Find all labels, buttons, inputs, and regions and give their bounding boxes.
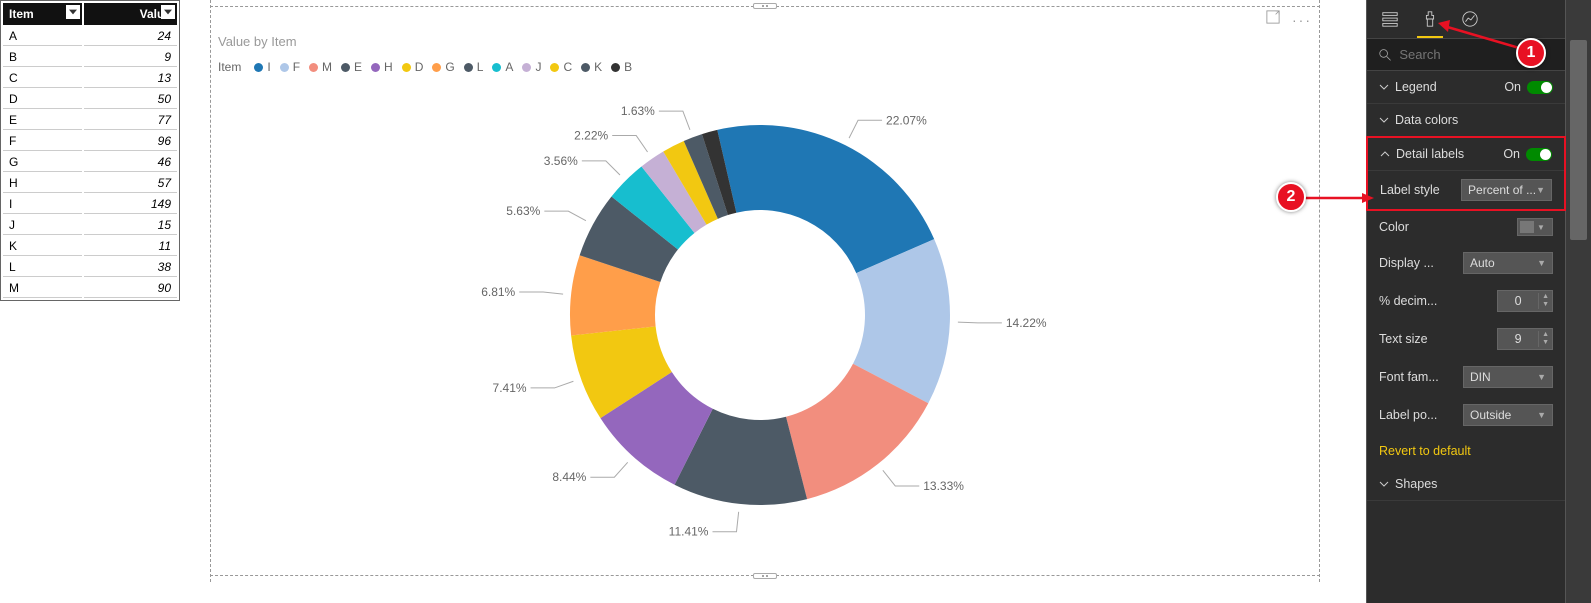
- detail-labels-header[interactable]: Detail labels On: [1368, 138, 1564, 171]
- chevron-up-icon: [1380, 149, 1390, 159]
- scrollbar[interactable]: [1566, 0, 1591, 603]
- decimal-label: % decim...: [1379, 294, 1437, 308]
- chevron-down-icon: [1379, 115, 1389, 125]
- donut-slice[interactable]: [717, 125, 934, 273]
- revert-to-default[interactable]: Revert to default: [1367, 434, 1565, 468]
- table-row[interactable]: L38: [3, 258, 177, 277]
- focus-mode-icon[interactable]: [1266, 10, 1280, 29]
- filter-icon[interactable]: [161, 5, 175, 19]
- chart-title: Value by Item: [218, 34, 297, 49]
- data-label: 7.41%: [493, 381, 527, 395]
- text-size-label: Text size: [1379, 332, 1428, 346]
- color-picker[interactable]: ▼: [1517, 218, 1553, 236]
- data-label: 3.56%: [544, 154, 578, 168]
- data-colors-label: Data colors: [1395, 113, 1458, 127]
- text-size-row: Text size 9 ▲▼: [1367, 320, 1565, 358]
- chevron-down-icon: [1379, 479, 1389, 489]
- table-row[interactable]: D50: [3, 90, 177, 109]
- section-shapes[interactable]: Shapes: [1367, 468, 1565, 501]
- label-style-dropdown[interactable]: Percent of ...▼: [1461, 179, 1552, 201]
- table-row[interactable]: F96: [3, 132, 177, 151]
- font-family-dropdown[interactable]: DIN▼: [1463, 366, 1553, 388]
- legend-item[interactable]: M: [309, 60, 332, 74]
- legend-item[interactable]: J: [522, 60, 541, 74]
- section-data-colors[interactable]: Data colors: [1367, 104, 1565, 137]
- color-label: Color: [1379, 220, 1409, 234]
- legend-item[interactable]: F: [280, 60, 300, 74]
- legend-item[interactable]: A: [492, 60, 513, 74]
- chevron-down-icon: [1379, 82, 1389, 92]
- table-row[interactable]: B9: [3, 48, 177, 67]
- col-header-value[interactable]: Value: [84, 3, 177, 25]
- annotation-2: 2: [1276, 182, 1306, 212]
- legend-item[interactable]: C: [550, 60, 572, 74]
- table-row[interactable]: I149: [3, 195, 177, 214]
- table-row[interactable]: G46: [3, 153, 177, 172]
- legend-item[interactable]: I: [254, 60, 270, 74]
- format-panel: Legend On Data colors Detail labels On L…: [1366, 0, 1566, 603]
- shapes-label: Shapes: [1395, 477, 1437, 491]
- data-label: 13.33%: [923, 479, 964, 493]
- display-units-row: Display ... Auto▼: [1367, 244, 1565, 282]
- legend-item[interactable]: G: [432, 60, 454, 74]
- legend-item[interactable]: B: [611, 60, 632, 74]
- legend-item[interactable]: H: [371, 60, 393, 74]
- color-row: Color ▼: [1367, 210, 1565, 244]
- filter-icon[interactable]: [66, 5, 80, 19]
- data-label: 22.07%: [886, 113, 927, 127]
- legend-item[interactable]: E: [341, 60, 362, 74]
- legend-label: Legend: [1395, 80, 1437, 94]
- data-label: 2.22%: [574, 129, 608, 143]
- legend-item[interactable]: D: [402, 60, 424, 74]
- annotation-arrow-1: [1438, 20, 1528, 60]
- legend-toggle[interactable]: On: [1504, 80, 1553, 94]
- font-family-row: Font fam... DIN▼: [1367, 358, 1565, 396]
- data-table: Item Value A24 B9 C13 D50 E77 F96 G46 H57 I149 J1…: [0, 0, 180, 301]
- col-header-item[interactable]: Item: [3, 3, 82, 25]
- section-legend[interactable]: Legend On: [1367, 71, 1565, 104]
- annotation-1: 1: [1516, 38, 1546, 68]
- label-position-label: Label po...: [1379, 408, 1437, 422]
- table-row[interactable]: E77: [3, 111, 177, 130]
- table-row[interactable]: H57: [3, 174, 177, 193]
- label-style-label: Label style: [1380, 183, 1440, 197]
- data-label: 5.63%: [506, 204, 540, 218]
- section-detail-labels: Detail labels On Label style Percent of …: [1366, 136, 1566, 211]
- legend-title: Item: [218, 60, 241, 74]
- data-label: 14.22%: [1006, 316, 1047, 330]
- display-units-label: Display ...: [1379, 256, 1434, 270]
- data-label: 6.81%: [481, 285, 515, 299]
- decimal-row: % decim... 0 ▲▼: [1367, 282, 1565, 320]
- data-label: 8.44%: [552, 470, 586, 484]
- chart-legend: Item IFMEHDGLAJCKB: [218, 60, 632, 74]
- legend-item[interactable]: L: [464, 60, 484, 74]
- chart-visual[interactable]: ··· Value by Item Item IFMEHDGLAJCKB 22.…: [210, 0, 1320, 582]
- decimal-spinner[interactable]: 0 ▲▼: [1497, 290, 1553, 312]
- table-row[interactable]: J15: [3, 216, 177, 235]
- data-label: 1.63%: [621, 104, 655, 118]
- table-row[interactable]: C13: [3, 69, 177, 88]
- label-position-dropdown[interactable]: Outside▼: [1463, 404, 1553, 426]
- legend-item[interactable]: K: [581, 60, 602, 74]
- resize-grip-bottom[interactable]: [753, 573, 777, 579]
- label-style-row: Label style Percent of ...▼: [1368, 171, 1564, 209]
- table-row[interactable]: M90: [3, 279, 177, 298]
- donut-chart[interactable]: 22.07%14.22%13.33%11.41%8.44%7.41%6.81%5…: [530, 85, 990, 545]
- table-row[interactable]: K11: [3, 237, 177, 256]
- font-family-label: Font fam...: [1379, 370, 1439, 384]
- detail-labels-toggle[interactable]: On: [1503, 147, 1552, 161]
- resize-grip-top[interactable]: [753, 3, 777, 9]
- search-icon: [1379, 48, 1391, 62]
- more-options-icon[interactable]: ···: [1292, 12, 1312, 28]
- label-position-row: Label po... Outside▼: [1367, 396, 1565, 434]
- display-units-dropdown[interactable]: Auto▼: [1463, 252, 1553, 274]
- fields-tab-icon[interactable]: [1379, 8, 1401, 30]
- annotation-arrow-2: [1304, 192, 1374, 204]
- table-row[interactable]: A24: [3, 27, 177, 46]
- data-label: 11.41%: [669, 525, 709, 539]
- detail-labels-label: Detail labels: [1396, 147, 1464, 161]
- text-size-spinner[interactable]: 9 ▲▼: [1497, 328, 1553, 350]
